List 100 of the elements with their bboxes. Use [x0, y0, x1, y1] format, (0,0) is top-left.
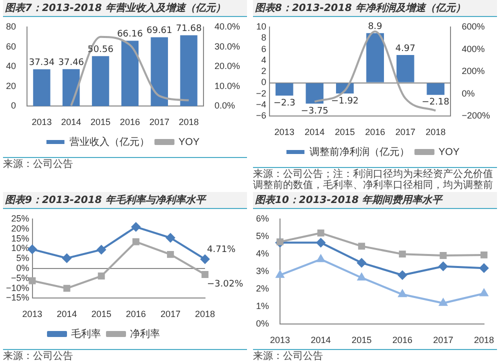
y-tick-label: 15%: [11, 233, 30, 244]
y-tick-label: 25%: [11, 213, 30, 224]
y2-tick-label: 40.0%: [214, 21, 240, 32]
y-tick-label: −5%: [11, 272, 30, 283]
y2-tick-label: 600%: [462, 21, 485, 32]
legend-label: 净利率: [130, 328, 160, 340]
x-tick-label: 2013: [270, 335, 290, 346]
y-tick-label: 20%: [11, 223, 30, 234]
bar: [92, 56, 110, 106]
data-label: 4.97: [395, 44, 416, 54]
point: [358, 242, 366, 250]
point: [317, 230, 324, 236]
bar: [33, 69, 50, 106]
source-note: 来源：公司公告: [253, 349, 497, 362]
point: [440, 252, 447, 259]
point: [358, 273, 366, 280]
x-tick-label: 2016: [126, 309, 146, 320]
point: [439, 298, 448, 306]
bar: [396, 55, 414, 82]
x-tick-label: 2014: [56, 309, 77, 320]
source-note: 来源：公司公告；注：利润口径均为未经资产公允价值调整前的数值，毛利率、净利率口径相同，均为调整前: [253, 167, 497, 191]
x-tick-label: 2014: [304, 127, 325, 138]
x-tick-label: 2014: [61, 117, 82, 128]
bar: [366, 33, 384, 82]
data-label: 66.16: [117, 30, 144, 40]
data-label: 8.9: [368, 22, 383, 32]
point: [480, 289, 488, 296]
point: [131, 222, 140, 232]
data-label: 69.61: [146, 26, 172, 36]
point: [166, 233, 175, 242]
point: [98, 272, 105, 280]
point: [316, 238, 326, 248]
data-label: 4.71%: [207, 245, 236, 256]
y-tick-label: −4: [256, 100, 266, 110]
point: [132, 238, 140, 246]
x-tick-label: 2015: [334, 127, 355, 138]
data-label: −3.75: [300, 106, 328, 116]
point: [480, 251, 488, 258]
y-tick-label: −15%: [6, 292, 30, 303]
x-tick-label: 2013: [22, 309, 42, 320]
chart-title: 图表10：2013-2018 年期间费用率水平: [253, 192, 497, 209]
point: [62, 254, 72, 263]
bar: [306, 83, 324, 104]
chart-title: 图表8：2013-2018 年净利润及增速（亿元）: [253, 0, 497, 17]
y-tick-label: 20: [6, 80, 16, 91]
x-tick-label: 2018: [474, 335, 494, 346]
x-tick-label: 2017: [433, 335, 454, 346]
point: [398, 290, 406, 298]
y-tick-label: 6: [261, 44, 266, 54]
y-tick-label: 40: [6, 61, 16, 72]
point: [479, 264, 488, 273]
y2-tick-label: 0.0%: [214, 100, 235, 111]
x-tick-label: 2016: [120, 117, 140, 128]
y-tick-label: 6%: [256, 213, 270, 224]
y-tick-label: 0: [10, 100, 16, 111]
y2-tick-label: −200%: [462, 110, 490, 121]
y-tick-label: 8: [261, 32, 266, 43]
y-tick-label: −10%: [6, 282, 30, 293]
legend-label: 毛利率: [71, 328, 101, 340]
bar: [62, 69, 80, 106]
y-tick-label: 60: [6, 41, 16, 52]
bar: [121, 40, 139, 106]
data-label: −1.92: [331, 96, 359, 106]
x-tick-label: 2018: [178, 117, 199, 128]
y2-tick-label: 200%: [462, 66, 485, 76]
data-label: 37.34: [28, 58, 55, 68]
x-tick-label: 2015: [352, 335, 372, 346]
point: [276, 270, 284, 278]
x-tick-label: 2015: [91, 309, 112, 320]
bar: [150, 37, 168, 106]
data-label: 71.68: [176, 24, 202, 34]
y-tick-label: 0%: [256, 318, 270, 329]
source-note: 来源：公司公告: [3, 157, 247, 170]
y2-tick-label: 0%: [462, 88, 475, 98]
point: [438, 262, 448, 271]
x-tick-label: 2015: [90, 117, 111, 128]
source-note: 来源：公司公告: [3, 349, 247, 362]
y-tick-label: 2%: [256, 284, 270, 294]
bar: [180, 35, 198, 106]
y-tick-label: −6: [256, 110, 266, 121]
point: [357, 258, 366, 268]
y-tick-label: 0%: [16, 262, 30, 273]
x-tick-label: 2016: [392, 335, 412, 346]
legend-label: YOY: [178, 136, 200, 148]
bar: [276, 83, 294, 96]
y-tick-label: 5%: [16, 253, 30, 264]
point: [96, 245, 106, 254]
data-label: −2.3: [273, 98, 296, 108]
data-label: −2.18: [422, 98, 450, 108]
y-tick-label: −2: [256, 88, 266, 98]
data-label: 37.46: [58, 58, 84, 68]
x-tick-label: 2018: [194, 309, 216, 320]
y-tick-label: 0: [261, 77, 266, 88]
y-tick-label: 5%: [256, 231, 270, 242]
y-tick-label: 10%: [11, 243, 30, 254]
y-tick-label: 3%: [256, 266, 270, 276]
legend-label: 营业收入（亿元）: [69, 136, 150, 148]
point: [63, 284, 70, 292]
y2-tick-label: 400%: [462, 44, 485, 54]
point: [398, 250, 406, 258]
